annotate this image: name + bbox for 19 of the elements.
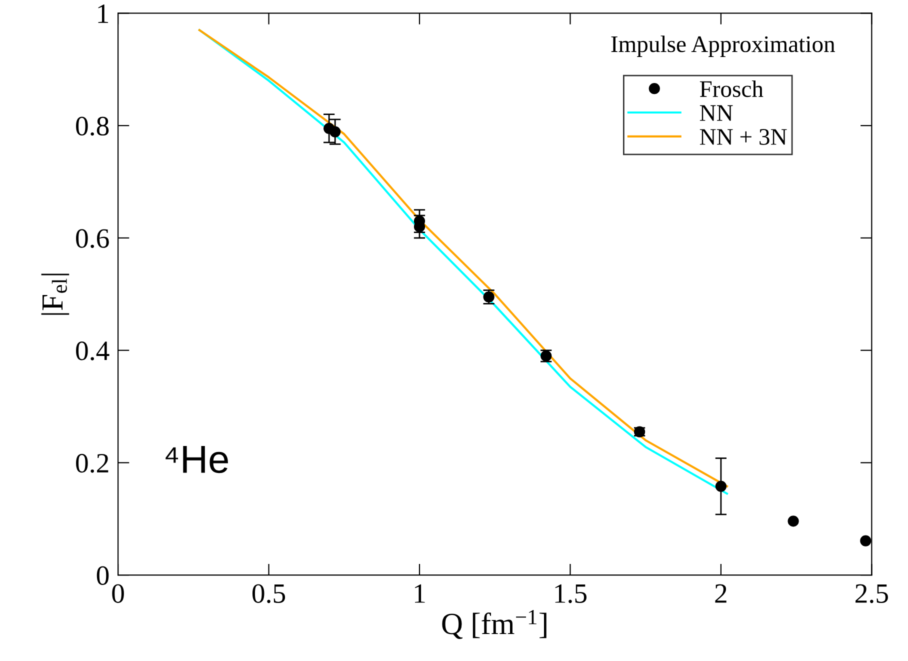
x-tick-label: 1 — [414, 584, 425, 603]
y-tick-label: 0 — [96, 566, 109, 585]
legend-title: Impulse Approximation — [611, 36, 835, 57]
legend-label: Frosch — [700, 80, 764, 98]
x-tick-label: 0 — [112, 584, 124, 603]
y-tick-label: 0.4 — [76, 341, 110, 360]
y-tick-label: 0.6 — [76, 229, 109, 248]
x-tick-label: 1.5 — [555, 584, 586, 604]
legend-label: NN + 3N — [700, 129, 787, 145]
annotation: ⁴He — [166, 446, 228, 474]
x-tick-label: 2 — [715, 584, 726, 603]
y-tick-label: 0.2 — [76, 454, 108, 473]
y-axis-title: |F$_{el}$| — [41, 274, 70, 315]
x-axis-title: Q [fm$^{−1}$] — [442, 610, 546, 639]
legend-label: NN — [700, 105, 733, 121]
x-tick-label: 2.5 — [856, 584, 888, 604]
y-tick-label: 0.8 — [76, 116, 109, 136]
y-tick-label: 1 — [98, 4, 108, 23]
x-tick-label: 0.5 — [252, 584, 286, 604]
